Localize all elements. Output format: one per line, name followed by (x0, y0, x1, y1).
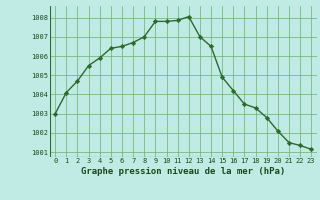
X-axis label: Graphe pression niveau de la mer (hPa): Graphe pression niveau de la mer (hPa) (81, 167, 285, 176)
